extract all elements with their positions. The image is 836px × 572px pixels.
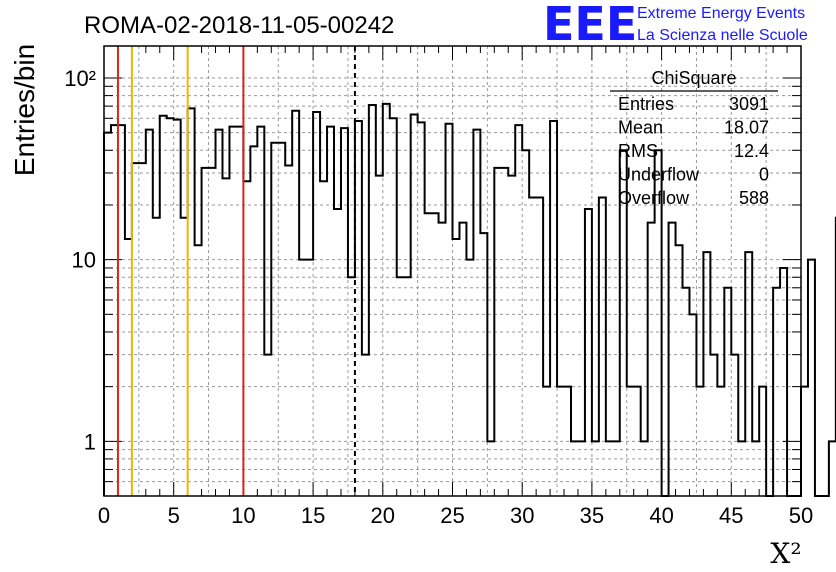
- stats-value: 3091: [729, 94, 769, 114]
- stats-value: 18.07: [724, 118, 769, 138]
- x-axis-title: X²: [770, 537, 801, 570]
- x-tick-label: 5: [168, 503, 180, 528]
- grid: [104, 46, 801, 496]
- y-tick-labels: 1 10 10²: [64, 66, 96, 454]
- eee-logo: EEE Extreme Energy Events La Scienza nel…: [543, 0, 808, 51]
- stats-rows: Entries 3091 Mean 18.07 RMS 12.4 Underflow 0 Ove…: [618, 94, 769, 208]
- x-tick-label: 40: [649, 503, 673, 528]
- stats-value: 12.4: [734, 141, 769, 161]
- plot-frame: [103, 45, 802, 497]
- stats-label: Overflow: [618, 188, 690, 208]
- y-tick-label: 10: [72, 248, 96, 273]
- logo-acronym: EEE: [543, 0, 637, 51]
- y-tick-label: 1: [84, 429, 96, 454]
- y-tick-label: 10²: [64, 66, 96, 91]
- logo-line-2: La Scienza nelle Scuole: [637, 27, 808, 44]
- stats-label: Mean: [618, 118, 663, 138]
- logo-line-1: Extreme Energy Events: [637, 5, 805, 22]
- stats-label: Underflow: [618, 165, 700, 185]
- x-tick-label: 50: [789, 503, 813, 528]
- x-tick-label: 0: [98, 503, 110, 528]
- x-tick-label: 10: [231, 503, 255, 528]
- x-tick-label: 35: [580, 503, 604, 528]
- histogram-step-line: [103, 102, 836, 497]
- histogram-series: [103, 102, 836, 497]
- x-tick-label: 15: [301, 503, 325, 528]
- chart-title: ROMA-02-2018-11-05-00242: [84, 12, 394, 39]
- stats-label: Entries: [618, 94, 674, 114]
- stats-title: ChiSquare: [651, 68, 736, 88]
- x-tick-label: 25: [440, 503, 464, 528]
- stats-value: 588: [739, 188, 769, 208]
- stats-label: RMS: [618, 141, 658, 161]
- x-tick-labels: 0 5 10 15 20 25 30 35 40 45 50: [98, 503, 813, 528]
- x-tick-label: 30: [510, 503, 534, 528]
- stats-box: ChiSquare Entries 3091 Mean 18.07 RMS 12.4 Und…: [610, 68, 778, 208]
- stats-value: 0: [759, 165, 769, 185]
- x-tick-label: 45: [719, 503, 743, 528]
- y-axis-title: Entries/bin: [9, 44, 40, 176]
- x-tick-label: 20: [371, 503, 395, 528]
- threshold-lines: [116, 46, 356, 496]
